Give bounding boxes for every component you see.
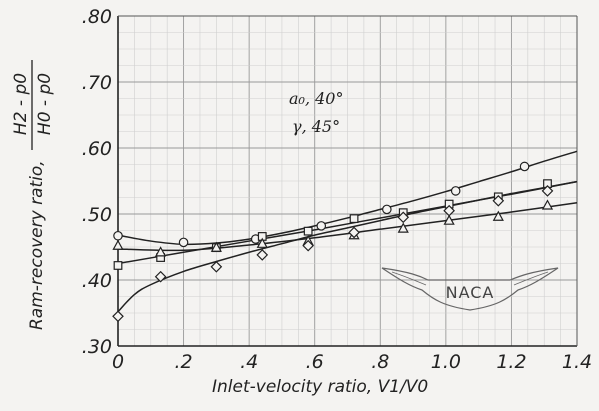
data-point-diamond <box>397 211 410 224</box>
naca-logo-wing-lines <box>391 271 549 286</box>
data-point-diamond <box>256 249 269 261</box>
data-point-diamond <box>112 310 124 323</box>
series-curve-circle <box>117 150 578 246</box>
annotation-angle-a: a₀, 40° <box>289 89 343 108</box>
data-point-square <box>303 226 313 236</box>
series-curve-triangle <box>117 202 578 252</box>
y-tick-label: .50 <box>82 204 112 226</box>
data-point-circle <box>519 161 530 172</box>
data-point-circle <box>316 221 327 231</box>
x-tick-label: 1.0 <box>431 351 461 373</box>
grid <box>117 15 578 347</box>
x-tick-label: 1.2 <box>496 351 526 373</box>
x-axis-label: Inlet-velocity ratio, V1/V0 <box>212 377 428 397</box>
data-point-triangle <box>256 237 268 248</box>
data-point-triangle <box>210 241 222 252</box>
y-tick-label: .30 <box>82 336 112 358</box>
naca-logo-wings <box>381 267 559 311</box>
data-point-diamond <box>154 270 167 283</box>
annotation-angle-gamma: γ, 45° <box>292 117 340 136</box>
data-point-diamond <box>443 204 455 217</box>
y-axis-label: Ram-recovery ratio, <box>27 160 47 330</box>
data-point-circle <box>450 186 461 196</box>
curves <box>117 150 578 313</box>
x-tick-label: .2 <box>175 351 193 373</box>
data-point-square <box>113 261 123 270</box>
tick-labels: 0 .2 .4 .6 .8 1.0 1.2 1.4 .30 .40 .50 .60 .70 .80 <box>82 6 592 373</box>
naca-logo: NACA <box>381 267 559 311</box>
markers <box>112 161 554 323</box>
data-point-triangle <box>155 246 167 257</box>
axes <box>117 15 578 347</box>
data-point-triangle <box>541 199 554 210</box>
data-point-diamond <box>210 260 223 273</box>
y-tick-label: .40 <box>82 270 112 292</box>
data-point-triangle <box>112 239 124 250</box>
x-tick-label: .6 <box>306 351 324 373</box>
data-point-diamond <box>541 185 554 197</box>
y-tick-label: .60 <box>82 138 112 160</box>
data-point-triangle <box>492 210 504 221</box>
data-point-circle <box>113 230 123 241</box>
y-axis-fraction-numerator: H2 - p0 <box>11 73 31 135</box>
y-axis-fraction-denominator: H0 - p0 <box>35 73 55 135</box>
naca-logo-text: NACA <box>446 283 495 302</box>
y-tick-label: .70 <box>82 72 112 94</box>
x-tick-label: .4 <box>240 351 258 373</box>
data-point-diamond <box>302 239 315 252</box>
y-tick-label: .80 <box>82 6 112 28</box>
data-point-circle <box>382 204 392 215</box>
x-tick-label: 0 <box>112 351 124 373</box>
data-point-square <box>349 214 359 224</box>
data-point-circle <box>178 237 189 248</box>
data-point-triangle <box>397 222 409 233</box>
data-point-triangle <box>443 214 455 225</box>
data-point-diamond <box>348 226 360 239</box>
x-tick-label: 1.4 <box>562 351 592 373</box>
x-tick-label: .8 <box>371 351 389 373</box>
data-point-diamond <box>492 194 505 207</box>
